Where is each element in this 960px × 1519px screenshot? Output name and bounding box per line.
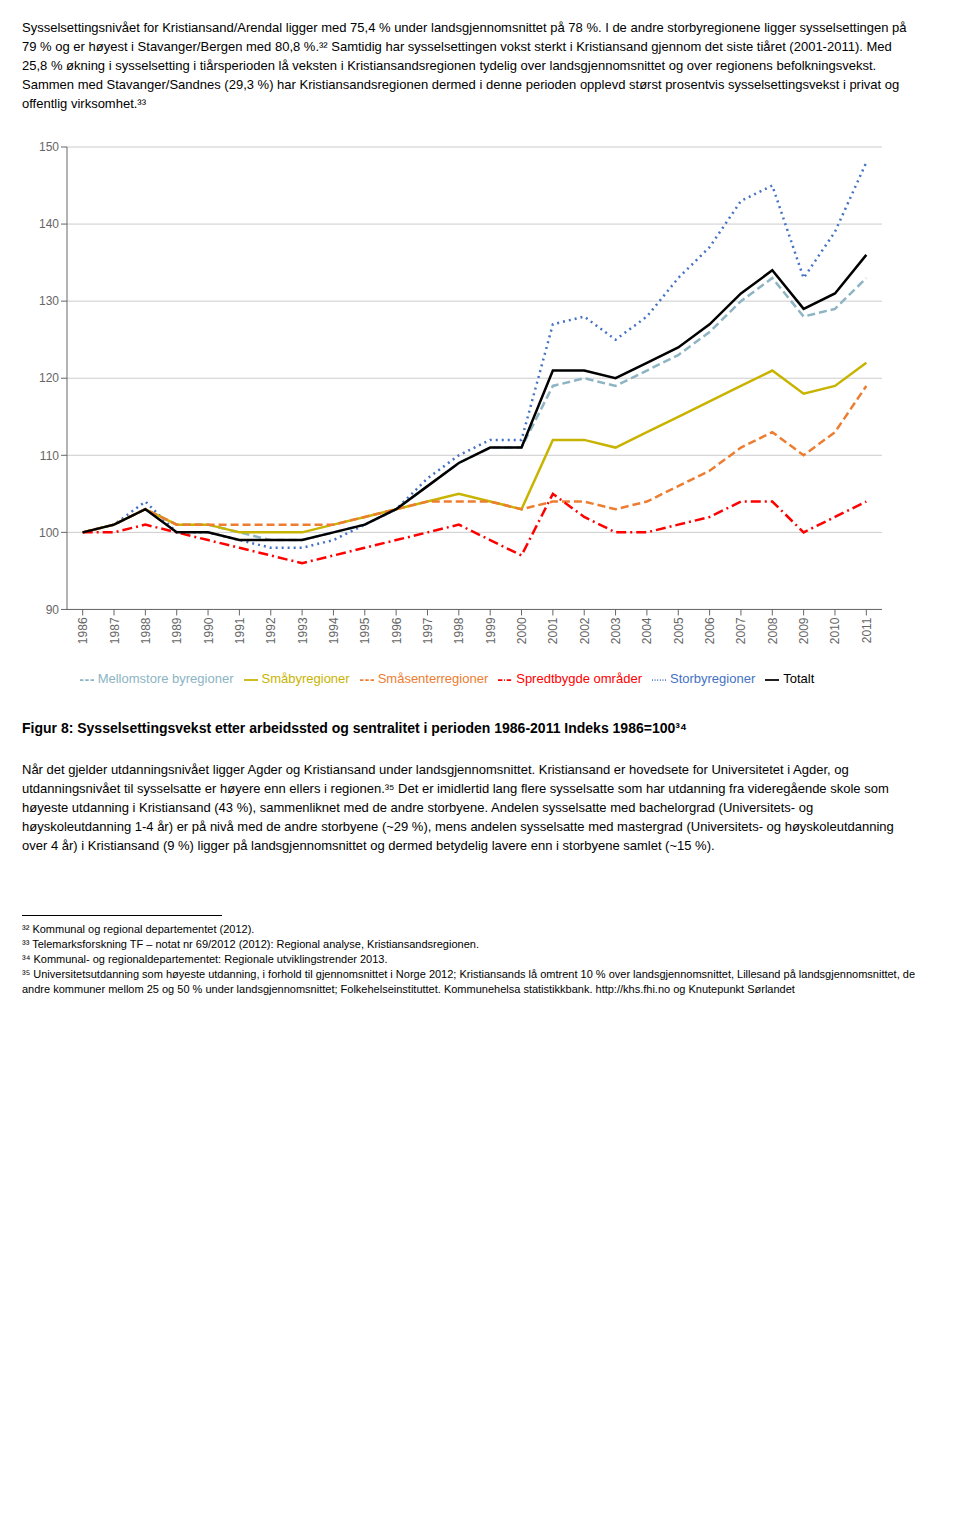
svg-text:1999: 1999 bbox=[484, 617, 498, 644]
html-text:³⁴ Kommunal- og regionaldepart: ³⁴ Kommunal- og regionaldepartementet: R… bbox=[22, 953, 388, 965]
svg-text:2011: 2011 bbox=[860, 617, 874, 643]
svg-text:2002: 2002 bbox=[578, 617, 592, 644]
svg-text:120: 120 bbox=[39, 371, 59, 385]
svg-text:100: 100 bbox=[39, 526, 59, 540]
svg-text:1991: 1991 bbox=[233, 617, 247, 644]
svg-text:1994: 1994 bbox=[327, 617, 341, 644]
svg-text:150: 150 bbox=[39, 140, 59, 154]
svg-text:1988: 1988 bbox=[139, 617, 153, 644]
svg-text:2001: 2001 bbox=[546, 617, 560, 644]
svg-text:1992: 1992 bbox=[264, 617, 278, 644]
svg-text:140: 140 bbox=[39, 217, 59, 231]
html-text:Figur 8: Sysselsettingsvekst e: Figur 8: Sysselsettingsvekst etter arbei… bbox=[22, 720, 687, 736]
svg-text:1995: 1995 bbox=[358, 617, 372, 644]
svg-text:2004: 2004 bbox=[640, 617, 654, 644]
svg-text:2010: 2010 bbox=[829, 617, 843, 644]
svg-text:130: 130 bbox=[39, 294, 59, 308]
svg-text:1989: 1989 bbox=[170, 617, 184, 644]
svg-text:2007: 2007 bbox=[734, 617, 748, 644]
html-text:Småbyregioner: Småbyregioner bbox=[261, 671, 350, 687]
svg-text:2008: 2008 bbox=[766, 617, 780, 644]
html-text:Storbyregioner: Storbyregioner bbox=[670, 671, 756, 687]
svg-text:1987: 1987 bbox=[108, 617, 122, 644]
svg-text:2003: 2003 bbox=[609, 617, 623, 644]
svg-text:2009: 2009 bbox=[797, 617, 811, 644]
svg-text:1996: 1996 bbox=[390, 617, 404, 644]
svg-text:110: 110 bbox=[40, 449, 59, 463]
svg-text:1986: 1986 bbox=[76, 617, 90, 644]
html-text:Totalt: Totalt bbox=[783, 671, 815, 687]
html-text:³² Kommunal og regional depart: ³² Kommunal og regional departementet (2… bbox=[22, 923, 255, 935]
svg-text:2005: 2005 bbox=[672, 617, 686, 644]
html-text:Småsenterregioner: Småsenterregioner bbox=[377, 671, 489, 687]
html-text:Mellomstore byregioner: Mellomstore byregioner bbox=[97, 671, 234, 687]
svg-text:1997: 1997 bbox=[421, 617, 435, 644]
html-text:Sysselsettingsnivået for Krist: Sysselsettingsnivået for Kristiansand/Ar… bbox=[22, 20, 907, 111]
svg-text:1993: 1993 bbox=[296, 617, 310, 644]
html-text:³³ Telemarksforskning TF – not: ³³ Telemarksforskning TF – notat nr 69/2… bbox=[22, 938, 479, 950]
html-text:³⁵ Universitetsutdanning som h: ³⁵ Universitetsutdanning som høyeste utd… bbox=[22, 968, 915, 995]
svg-text:1998: 1998 bbox=[452, 617, 466, 644]
svg-text:2006: 2006 bbox=[703, 617, 717, 644]
svg-text:1990: 1990 bbox=[202, 617, 216, 644]
svg-text:90: 90 bbox=[46, 603, 60, 617]
svg-text:2000: 2000 bbox=[515, 617, 529, 644]
html-text:Når det gjelder utdanningsnivå: Når det gjelder utdanningsnivået ligger … bbox=[22, 762, 894, 853]
html-text:Spredtbygde områder: Spredtbygde områder bbox=[516, 671, 642, 687]
